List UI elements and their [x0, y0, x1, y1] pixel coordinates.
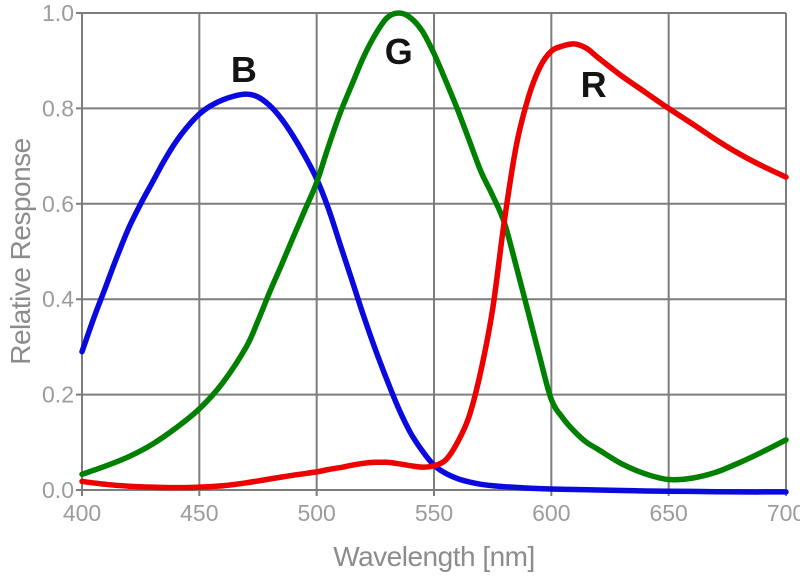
- curve-label-blue: B: [231, 49, 257, 90]
- x-tick-label: 700: [767, 500, 800, 526]
- response-curves: [79, 10, 789, 495]
- curve-label-red: R: [581, 64, 607, 105]
- y-tick-label: 0.6: [42, 191, 74, 217]
- curve-blue-channel: [79, 91, 789, 495]
- y-tick-label: 0.0: [42, 477, 74, 503]
- curve-red-channel: [79, 41, 789, 491]
- y-tick-label: 0.2: [42, 382, 74, 408]
- grid-lines: [76, 12, 787, 496]
- x-axis-title: Wavelength [nm]: [333, 541, 535, 572]
- curve-label-green: G: [385, 31, 413, 72]
- y-tick-label: 0.4: [42, 286, 74, 312]
- y-axis-tick-labels: 0.0 0.2 0.4 0.6 0.8 1.0: [42, 0, 74, 503]
- y-axis-title: Relative Response: [5, 138, 36, 365]
- x-tick-label: 450: [180, 500, 218, 526]
- x-tick-label: 600: [532, 500, 570, 526]
- x-tick-label: 400: [63, 500, 101, 526]
- x-tick-label: 500: [297, 500, 335, 526]
- curve-letter-labels: B G R: [231, 31, 607, 105]
- x-tick-label: 650: [649, 500, 687, 526]
- x-tick-label: 550: [415, 500, 453, 526]
- curve-green-channel: [79, 10, 789, 483]
- y-tick-label: 1.0: [42, 0, 74, 26]
- y-tick-label: 0.8: [42, 95, 74, 121]
- x-axis-tick-labels: 400 450 500 550 600 650 700: [63, 500, 800, 526]
